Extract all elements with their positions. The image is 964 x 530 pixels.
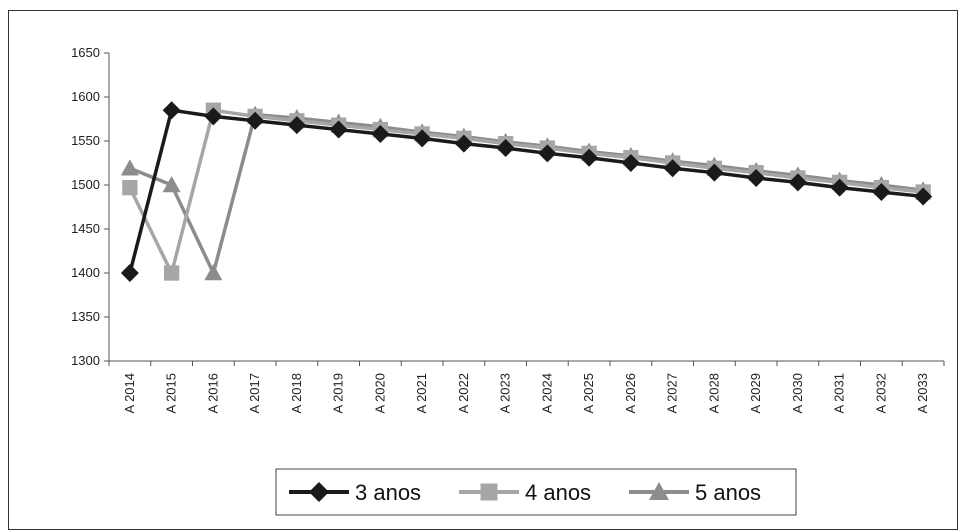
x-tick-label: A 2018 <box>289 373 304 414</box>
legend-box <box>275 468 797 516</box>
y-tick-label: 1650 <box>71 45 100 60</box>
x-tick-label: A 2032 <box>873 373 888 414</box>
x-tick-label: A 2015 <box>164 373 179 414</box>
data-point-3-anos <box>496 139 515 158</box>
data-point-3-anos <box>120 264 139 282</box>
x-tick-label: A 2022 <box>456 373 471 414</box>
data-point-3-anos <box>162 101 181 120</box>
data-point-3-anos <box>371 124 390 143</box>
data-point-3-anos <box>705 163 724 182</box>
data-point-3-anos <box>788 173 807 192</box>
chart-frame: 1300 1350 1400 1450 1500 1550 1600 1650 A 2014 A … <box>8 10 958 530</box>
data-point-3-anos <box>580 148 599 167</box>
data-point-3-anos <box>454 134 473 153</box>
data-point-3-anos <box>830 178 849 197</box>
legend-label: 5 anos <box>695 480 761 505</box>
x-tick-label: A 2021 <box>414 373 429 414</box>
x-tick-label: A 2031 <box>832 373 847 414</box>
y-tick-label: 1550 <box>71 133 100 148</box>
y-tick-label: 1500 <box>71 177 100 192</box>
x-tick-label: A 2017 <box>247 373 262 414</box>
series-line-5-anos <box>129 112 924 275</box>
x-tick-label: A 2016 <box>205 373 220 414</box>
x-tick-label: A 2025 <box>581 373 596 414</box>
x-tick-label: A 2027 <box>665 373 680 414</box>
x-tick-label: A 2028 <box>706 373 721 414</box>
legend-marker-3-anos <box>309 482 329 502</box>
data-point-4-anos <box>163 265 180 281</box>
y-tick-label: 1450 <box>71 221 100 236</box>
data-point-5-anos <box>162 176 181 193</box>
x-tick-label: A 2024 <box>539 373 554 414</box>
data-point-3-anos <box>204 107 223 126</box>
legend-label: 3 anos <box>355 480 421 505</box>
data-point-5-anos <box>204 264 223 281</box>
data-point-3-anos <box>329 120 348 139</box>
data-point-3-anos <box>663 159 682 178</box>
data-point-3-anos <box>872 183 891 202</box>
x-tick-label: A 2030 <box>790 373 805 414</box>
y-tick-label: 1400 <box>71 265 100 280</box>
x-tick-label: A 2019 <box>331 373 346 414</box>
y-tick-label: 1600 <box>71 89 100 104</box>
x-tick-label: A 2014 <box>122 373 137 414</box>
data-point-3-anos <box>246 111 265 130</box>
legend-marker-5-anos <box>649 482 669 500</box>
data-point-3-anos <box>747 168 766 187</box>
legend-marker-4-anos <box>480 483 498 501</box>
legend-label: 4 anos <box>525 480 591 505</box>
x-tick-label: A 2033 <box>915 373 930 414</box>
data-point-3-anos <box>287 116 306 135</box>
x-tick-label: A 2023 <box>498 373 513 414</box>
data-point-5-anos <box>120 159 139 176</box>
x-tick-label: A 2020 <box>372 373 387 414</box>
x-tick-label: A 2026 <box>623 373 638 414</box>
x-tick-label: A 2029 <box>748 373 763 414</box>
y-tick-label: 1350 <box>71 309 100 324</box>
data-point-3-anos <box>538 144 557 163</box>
data-point-3-anos <box>914 187 933 206</box>
data-point-4-anos <box>122 179 138 196</box>
y-tick-label: 1300 <box>71 353 100 368</box>
line-chart: 1300 1350 1400 1450 1500 1550 1600 1650 A 2014 A … <box>71 45 945 516</box>
data-point-3-anos <box>413 129 432 148</box>
data-point-3-anos <box>621 154 640 172</box>
